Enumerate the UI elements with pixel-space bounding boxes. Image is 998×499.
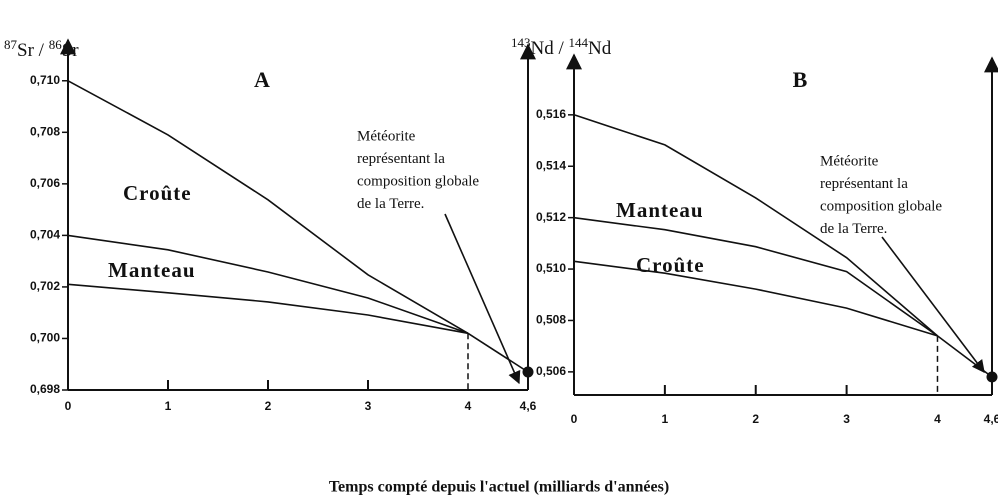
note-line: de la Terre.	[357, 196, 424, 212]
y-label-part: 144	[569, 35, 589, 50]
x-tick-label: 2	[265, 399, 272, 413]
note-line: composition globale	[820, 198, 942, 214]
region-label: Croûte	[636, 253, 705, 277]
y-tick-label: 0,708	[30, 124, 60, 138]
x-tick-label: 3	[843, 412, 850, 426]
region-label: Manteau	[108, 258, 196, 282]
meteorite-point	[986, 371, 998, 383]
y-tick-label: 0,710	[30, 73, 60, 87]
x-tick-label: 4	[465, 399, 472, 413]
meteorite-point	[522, 366, 534, 378]
y-tick-label: 0,698	[30, 382, 60, 396]
note-line: représentant la	[357, 151, 445, 167]
x-tick-label: 3	[365, 399, 372, 413]
curve	[573, 216, 938, 337]
y-tick-label: 0,706	[30, 176, 60, 190]
curve	[67, 80, 469, 334]
x-tick-label: 0	[571, 412, 578, 426]
y-tick-label: 0,506	[536, 364, 566, 378]
note-line: Météorite	[820, 153, 879, 169]
region-label: Manteau	[616, 198, 704, 222]
y-label-part: 143	[511, 35, 531, 50]
y-label-part: Sr	[62, 40, 80, 61]
x-tick-label: 2	[752, 412, 759, 426]
note-line: de la Terre.	[820, 221, 887, 237]
x-tick-label: 1	[662, 412, 669, 426]
curve	[573, 114, 939, 337]
x-tick-label: 1	[165, 399, 172, 413]
note-line: représentant la	[820, 176, 908, 192]
note-line: composition globale	[357, 173, 479, 189]
curve	[573, 260, 938, 337]
note-arrow	[444, 213, 521, 385]
y-label-part: Nd /	[531, 38, 569, 59]
y-axis-label: 87Sr / 86Sr	[4, 37, 79, 61]
y-label-part: 86	[49, 37, 63, 52]
y-tick-label: 0,510	[536, 261, 566, 275]
y-tick-label: 0,700	[30, 331, 60, 345]
y-label-part: Nd	[588, 38, 612, 59]
y-tick-label: 0,516	[536, 107, 566, 121]
x-tick-label: 0	[65, 399, 72, 413]
curve	[67, 283, 469, 335]
curve	[67, 234, 469, 335]
y-label-part: Sr /	[17, 40, 49, 61]
panel-title: A	[254, 67, 270, 92]
y-label-part: 87	[4, 37, 18, 52]
y-tick-label: 0,508	[536, 313, 566, 327]
x-axis-label: Temps compté depuis l'actuel (milliards …	[329, 479, 669, 496]
note-line: Météorite	[357, 128, 416, 144]
x-tick-label: 4	[934, 412, 941, 426]
y-axis-label: 143Nd / 144Nd	[511, 35, 612, 59]
panel-title: B	[793, 67, 808, 92]
note-arrow	[881, 236, 985, 374]
region-label: Croûte	[123, 181, 192, 205]
x-tick-label: 4,6	[520, 399, 537, 413]
curve	[467, 332, 529, 373]
y-tick-label: 0,704	[30, 228, 60, 242]
y-tick-label: 0,514	[536, 158, 566, 172]
x-tick-label: 4,6	[984, 412, 998, 426]
y-tick-label: 0,702	[30, 279, 60, 293]
y-tick-label: 0,512	[536, 210, 566, 224]
